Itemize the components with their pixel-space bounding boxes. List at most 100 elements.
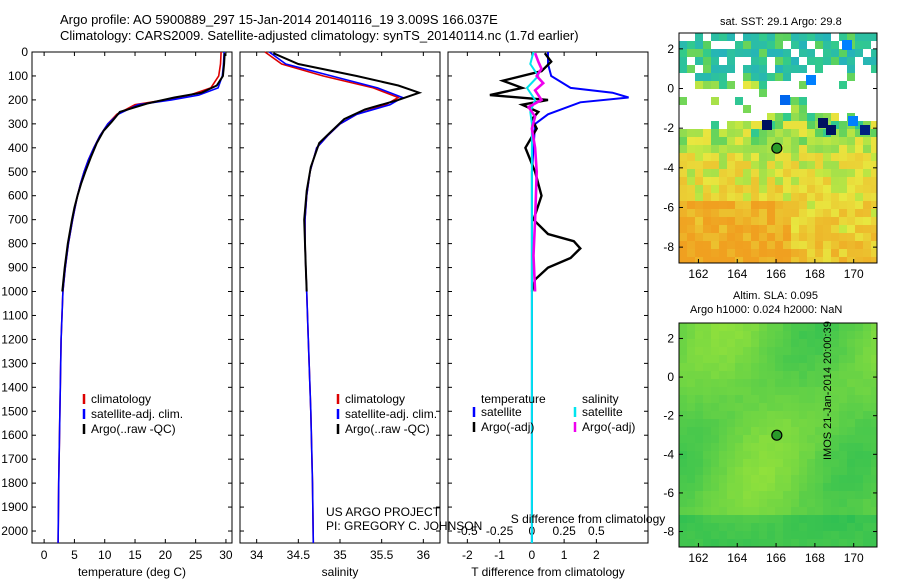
map-cell — [831, 443, 839, 451]
map-cell — [871, 355, 877, 363]
map-cell — [855, 363, 863, 371]
map-cell — [687, 323, 695, 331]
map-cell — [687, 363, 695, 371]
map-cell — [871, 475, 877, 483]
map-cell — [783, 483, 791, 491]
map-cell — [751, 169, 759, 177]
map-cell — [695, 169, 703, 177]
map-cell — [703, 475, 711, 483]
map-cell — [860, 125, 870, 135]
map-cell — [855, 467, 863, 475]
map-cell — [767, 201, 775, 209]
map-cell — [847, 257, 855, 263]
map-cell — [799, 379, 807, 387]
map-cell — [767, 363, 775, 371]
map-cell — [727, 217, 735, 225]
map-cell — [711, 201, 719, 209]
map-cell — [727, 387, 735, 395]
map-cell — [791, 323, 799, 331]
map-cell — [831, 233, 839, 241]
x-tick-label: -2 — [462, 548, 473, 562]
map-cell — [855, 451, 863, 459]
map-cell — [831, 249, 839, 257]
map-cell — [679, 217, 687, 225]
map-cell — [767, 371, 775, 379]
map-cell — [751, 339, 759, 347]
map-cell — [863, 459, 871, 467]
map-cell — [767, 507, 775, 515]
map-cell — [743, 249, 751, 257]
map-cell — [719, 491, 727, 499]
y-tick-label: -8 — [663, 240, 674, 254]
map-cell — [687, 65, 695, 73]
map-cell — [743, 451, 751, 459]
map-cell — [695, 161, 703, 169]
map-cell — [863, 467, 871, 475]
map-cell — [871, 483, 877, 491]
map-cell — [831, 49, 839, 57]
map-cell — [775, 209, 783, 217]
map-cell — [783, 411, 791, 419]
map-cell — [807, 113, 815, 121]
map-cell — [863, 427, 871, 435]
map-cell — [711, 129, 719, 137]
map-cell — [815, 249, 823, 257]
map-cell — [855, 387, 863, 395]
map-cell — [799, 185, 807, 193]
map-cell — [703, 363, 711, 371]
map-cell — [719, 347, 727, 355]
map-cell — [815, 339, 823, 347]
map-cell — [831, 499, 839, 507]
map-cell — [807, 145, 815, 153]
map-cell — [743, 331, 751, 339]
map-cell — [711, 33, 719, 41]
map-cell — [842, 40, 852, 50]
map-cell — [807, 339, 815, 347]
map-cell — [751, 435, 759, 443]
map-cell — [751, 347, 759, 355]
map-cell — [831, 241, 839, 249]
map-cell — [783, 241, 791, 249]
map-cell — [687, 161, 695, 169]
map-cell — [727, 121, 735, 129]
map-cell — [695, 371, 703, 379]
map-cell — [815, 145, 823, 153]
map-cell — [703, 41, 711, 49]
map-cell — [711, 443, 719, 451]
map-cell — [855, 411, 863, 419]
map-cell — [807, 419, 815, 427]
map-cell — [703, 347, 711, 355]
sla-map-subtitle: Argo h1000: 0.024 h2000: NaN — [690, 304, 843, 316]
map-cell — [855, 347, 863, 355]
map-cell — [823, 483, 831, 491]
map-cell — [711, 145, 719, 153]
map-cell — [848, 116, 858, 126]
map-cell — [791, 217, 799, 225]
map-cell — [783, 347, 791, 355]
map-cell — [775, 379, 783, 387]
map-cell — [815, 177, 823, 185]
map-cell — [695, 459, 703, 467]
map-cell — [855, 49, 863, 57]
map-cell — [767, 145, 775, 153]
map-cell — [863, 193, 871, 201]
map-cell — [871, 169, 877, 177]
y-tick-label: 800 — [8, 237, 28, 251]
map-cell — [751, 459, 759, 467]
map-cell — [871, 331, 877, 339]
map-cell — [871, 241, 877, 249]
map-cell — [783, 363, 791, 371]
x-tick-label: 168 — [805, 551, 825, 565]
map-cell — [767, 323, 775, 331]
y-tick-label: 0 — [667, 82, 674, 96]
map-cell — [711, 459, 719, 467]
map-cell — [847, 73, 855, 81]
map-cell — [855, 177, 863, 185]
plot-frame — [31, 51, 233, 544]
map-cell — [799, 193, 807, 201]
map-cell — [711, 395, 719, 403]
map-cell — [783, 257, 791, 263]
map-cell — [871, 419, 877, 427]
map-cell — [679, 177, 687, 185]
map-cell — [711, 507, 719, 515]
